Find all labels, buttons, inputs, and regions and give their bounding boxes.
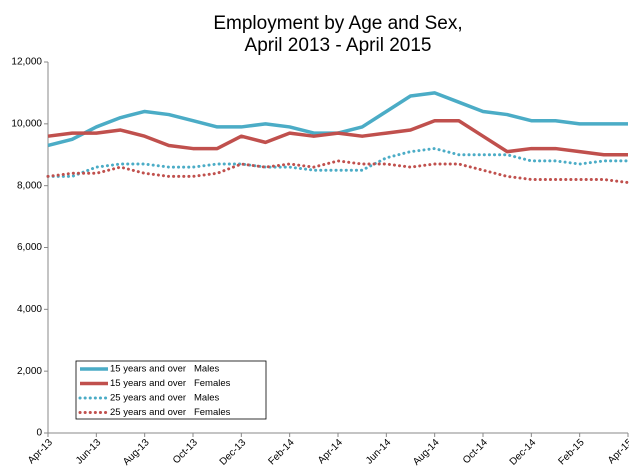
x-tick-label: Jun-13 xyxy=(74,437,104,467)
x-tick-label: Dec-13 xyxy=(218,437,249,468)
x-tick-label: Apr-13 xyxy=(26,437,55,466)
y-tick-label: 4,000 xyxy=(17,304,42,315)
series-line xyxy=(46,147,629,178)
y-tick-label: 6,000 xyxy=(17,242,42,253)
x-tick-label: Aug-13 xyxy=(121,437,152,468)
x-tick-label: Feb-14 xyxy=(266,437,296,467)
x-tick-label: Dec-14 xyxy=(508,437,539,468)
legend-label: 25 years and over Females xyxy=(110,407,231,418)
x-tick-label: Aug-14 xyxy=(411,437,442,468)
legend-label: 25 years and over Males xyxy=(110,393,220,404)
series-line xyxy=(46,159,629,185)
x-tick-label: Jun-14 xyxy=(364,437,394,467)
series-line xyxy=(47,118,628,157)
y-tick-label: 2,000 xyxy=(17,366,42,377)
chart-subtitle: April 2013 - April 2015 xyxy=(245,35,432,56)
y-tick-label: 0 xyxy=(36,428,42,439)
legend-label: 15 years and over Females xyxy=(110,378,231,389)
x-tick-label: Apr-14 xyxy=(316,437,345,466)
legend-box xyxy=(75,360,267,420)
x-tick-label: Oct-14 xyxy=(461,437,490,466)
y-tick-label: 10,000 xyxy=(11,118,42,129)
x-tick-label: Oct-13 xyxy=(171,437,200,466)
chart-title: Employment by Age and Sex, xyxy=(213,13,462,34)
y-tick-label: 8,000 xyxy=(17,180,42,191)
x-tick-label: Apr-15 xyxy=(606,437,629,466)
legend-label: 15 years and over Males xyxy=(110,364,220,375)
y-tick-label: 12,000 xyxy=(11,57,42,68)
x-tick-label: Feb-15 xyxy=(556,437,586,467)
series-line xyxy=(47,91,628,148)
